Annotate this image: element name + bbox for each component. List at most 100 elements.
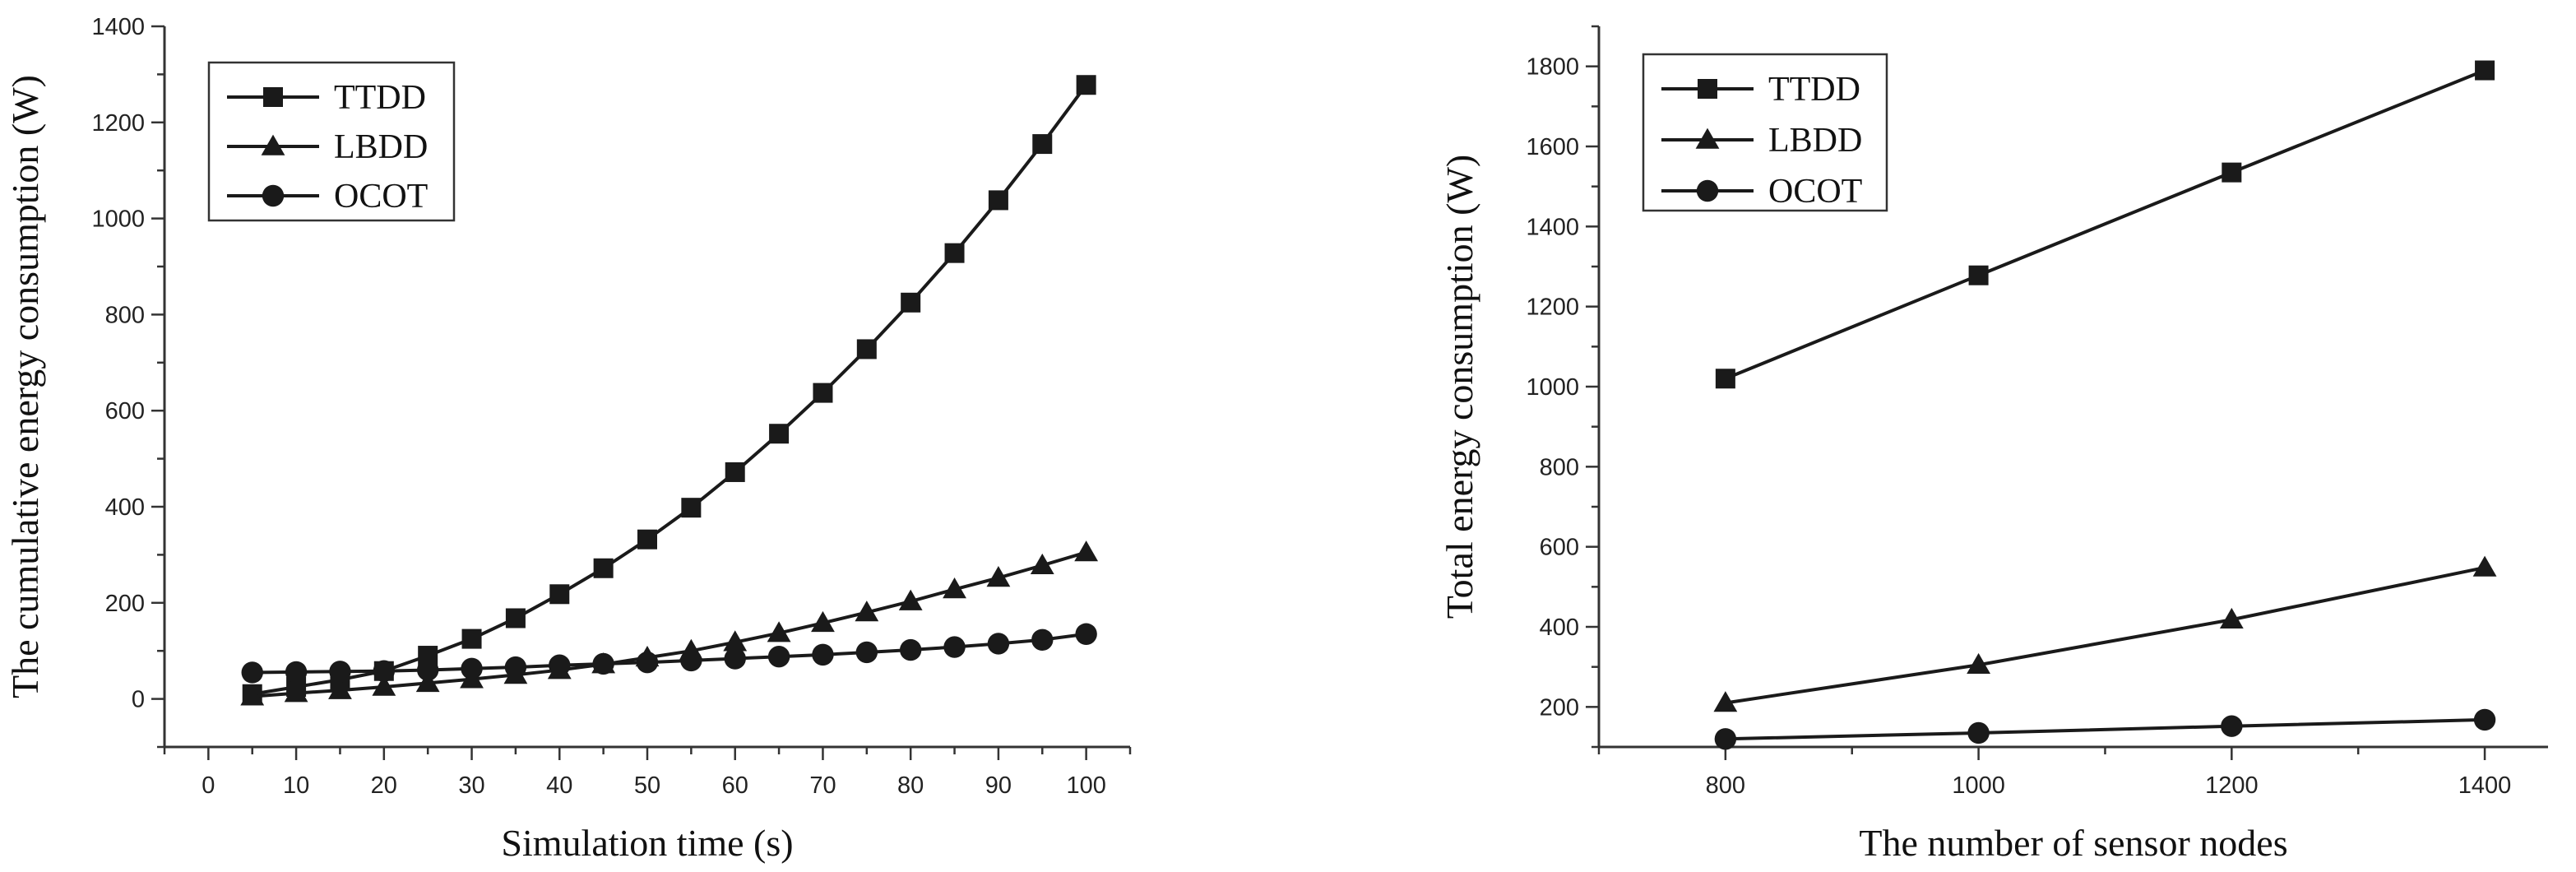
data-point-lbdd <box>767 621 791 642</box>
x-tick-label: 70 <box>809 772 836 799</box>
data-point-ttdd <box>593 558 614 578</box>
data-point-lbdd <box>328 678 352 699</box>
data-point-ocot <box>285 661 308 684</box>
data-point-lbdd <box>898 589 923 610</box>
data-point-ocot <box>461 657 483 680</box>
data-point-lbdd <box>1074 540 1099 562</box>
data-point-ocot <box>549 654 571 676</box>
legend-marker-ttdd <box>1698 79 1717 99</box>
data-point-ocot <box>636 652 659 674</box>
legend-marker-ttdd <box>263 87 283 107</box>
data-point-ocot <box>1031 628 1054 651</box>
data-point-lbdd <box>723 630 748 652</box>
data-point-ttdd <box>549 584 570 605</box>
y-tick-label: 800 <box>105 302 145 328</box>
data-point-ttdd <box>681 498 702 518</box>
x-tick-label: 80 <box>897 772 924 799</box>
legend-label-ttdd: TTDD <box>334 79 426 117</box>
data-point-ocot <box>943 636 966 658</box>
y-tick-label: 1200 <box>91 110 145 137</box>
x-tick-label: 30 <box>458 772 484 799</box>
data-point-ocot <box>1714 728 1737 750</box>
data-point-ttdd <box>769 424 790 444</box>
data-point-lbdd <box>372 675 396 696</box>
data-point-ocot <box>2473 708 2496 731</box>
data-point-ocot <box>812 643 834 666</box>
data-point-ocot <box>329 661 351 683</box>
data-point-lbdd <box>2472 555 2497 577</box>
data-point-ttdd <box>1076 75 1096 95</box>
data-point-ocot <box>855 641 878 664</box>
data-point-lbdd <box>811 610 835 633</box>
data-point-ttdd <box>1715 369 1735 389</box>
data-point-ocot <box>373 660 396 682</box>
legend-marker-lbdd <box>1695 128 1720 149</box>
legend-label-lbdd: LBDD <box>334 128 428 166</box>
y-tick-label: 1000 <box>1526 374 1579 401</box>
data-point-ocot <box>241 661 263 684</box>
y-tick-label: 800 <box>1540 454 1579 480</box>
data-point-lbdd <box>1967 652 1990 675</box>
data-point-lbdd <box>415 670 440 693</box>
y-tick-label: 1600 <box>1526 134 1579 160</box>
x-tick-label: 800 <box>1706 772 1745 799</box>
data-point-lbdd <box>2219 607 2244 629</box>
data-point-ttdd <box>461 628 482 649</box>
data-point-ttdd <box>988 190 1008 211</box>
y-tick-label: 1200 <box>1526 295 1579 321</box>
data-point-ocot <box>680 649 702 672</box>
y-tick-label: 600 <box>105 398 145 424</box>
legend-marker-ocot <box>262 184 285 207</box>
x-tick-label: 1200 <box>2205 772 2259 799</box>
series-line-ocot <box>1725 717 2486 741</box>
legend-label-lbdd: LBDD <box>1768 122 1862 160</box>
data-point-ocot <box>767 646 790 668</box>
series-line-lbdd <box>1725 566 2486 705</box>
y-tick-label: 400 <box>105 494 145 521</box>
data-point-lbdd <box>943 577 966 599</box>
legend-label-ocot: OCOT <box>1768 173 1862 211</box>
data-point-ocot <box>899 638 922 661</box>
x-tick-label: 90 <box>985 772 1012 799</box>
total-energy-chart: 800 1000 1200 1400 200 400 600 800 1000 1200 1400 1… <box>1439 25 2548 864</box>
data-point-ttdd <box>856 339 877 359</box>
x-tick-label: 60 <box>722 772 748 799</box>
data-point-ocot <box>416 659 439 681</box>
data-point-ttdd <box>813 383 833 403</box>
y-axis-title: The cumulative energy consumption (W) <box>4 75 46 698</box>
y-tick-label: 1000 <box>91 206 145 233</box>
data-point-lbdd <box>986 566 1011 587</box>
legend-label-ocot: OCOT <box>334 178 428 216</box>
x-axis-title: The number of sensor nodes <box>1859 822 2287 864</box>
x-axis-title: Simulation time (s) <box>501 822 793 864</box>
data-point-ocot <box>987 633 1010 655</box>
data-point-ttdd <box>1968 265 1989 285</box>
data-point-ttdd <box>505 608 526 628</box>
legend-marker-lbdd <box>261 134 285 155</box>
y-tick-label: 1800 <box>1526 54 1579 81</box>
x-tick-label: 1400 <box>2458 772 2512 799</box>
x-tick-label: 0 <box>202 772 215 799</box>
x-tick-label: 50 <box>634 772 660 799</box>
data-point-ttdd <box>637 529 657 550</box>
legend-marker-ocot <box>1696 179 1719 202</box>
data-point-ocot <box>2221 715 2243 737</box>
x-tick-label: 100 <box>1066 772 1105 799</box>
series-line-ttdd <box>1725 68 2486 381</box>
data-point-lbdd <box>1030 553 1054 575</box>
x-tick-label: 10 <box>283 772 309 799</box>
y-axis-title: Total energy consumption (W) <box>1439 155 1480 619</box>
x-tick-label: 40 <box>546 772 572 799</box>
data-point-ttdd <box>1032 134 1053 155</box>
data-point-lbdd <box>240 684 265 706</box>
y-tick-label: 400 <box>1540 615 1579 641</box>
data-point-ocot <box>504 656 527 679</box>
y-tick-label: 600 <box>1540 535 1579 561</box>
data-point-lbdd <box>1713 691 1738 712</box>
x-tick-label: 1000 <box>1952 772 2005 799</box>
data-point-ttdd <box>2475 60 2495 81</box>
data-point-ocot <box>1967 721 1990 744</box>
data-point-ttdd <box>725 462 745 482</box>
y-tick-label: 200 <box>105 591 145 617</box>
